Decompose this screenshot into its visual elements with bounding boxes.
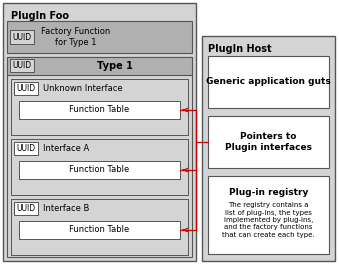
Bar <box>3 3 196 261</box>
Text: Type 1: Type 1 <box>97 61 133 71</box>
Bar <box>14 82 38 95</box>
Text: Pointers to
Plugin interfaces: Pointers to Plugin interfaces <box>225 132 312 152</box>
Text: Plug-in registry: Plug-in registry <box>229 188 308 197</box>
Bar <box>19 101 180 119</box>
Bar <box>11 199 188 255</box>
Bar <box>202 36 335 261</box>
Bar <box>19 221 180 239</box>
Text: UUID: UUID <box>16 84 36 93</box>
Bar <box>7 57 192 75</box>
Bar <box>10 59 34 72</box>
Text: Factory Function
for Type 1: Factory Function for Type 1 <box>41 27 111 47</box>
Text: Generic application guts: Generic application guts <box>206 78 331 87</box>
Bar <box>10 30 34 44</box>
Bar <box>19 161 180 179</box>
Bar <box>14 142 38 155</box>
Text: Interface B: Interface B <box>43 204 89 213</box>
Text: Function Table: Function Table <box>69 106 129 115</box>
Text: UUID: UUID <box>16 204 36 213</box>
Bar <box>208 176 329 254</box>
Text: UUID: UUID <box>16 144 36 153</box>
Text: PlugIn Host: PlugIn Host <box>208 44 272 54</box>
Bar <box>11 79 188 135</box>
Text: UUID: UUID <box>13 32 32 41</box>
Text: Interface A: Interface A <box>43 144 89 153</box>
Text: Function Table: Function Table <box>69 225 129 234</box>
Text: Function Table: Function Table <box>69 166 129 175</box>
Text: Unknown Interface: Unknown Interface <box>43 84 123 93</box>
Text: The registry contains a
list of plug-ins, the types
implemented by plug-ins,
and: The registry contains a list of plug-ins… <box>222 202 315 238</box>
Bar <box>7 57 192 257</box>
Bar <box>208 56 329 108</box>
Bar <box>208 116 329 168</box>
Bar <box>14 202 38 215</box>
Text: UUID: UUID <box>13 61 32 70</box>
Text: PlugIn Foo: PlugIn Foo <box>11 11 69 21</box>
Bar <box>11 139 188 195</box>
Bar <box>7 21 192 53</box>
